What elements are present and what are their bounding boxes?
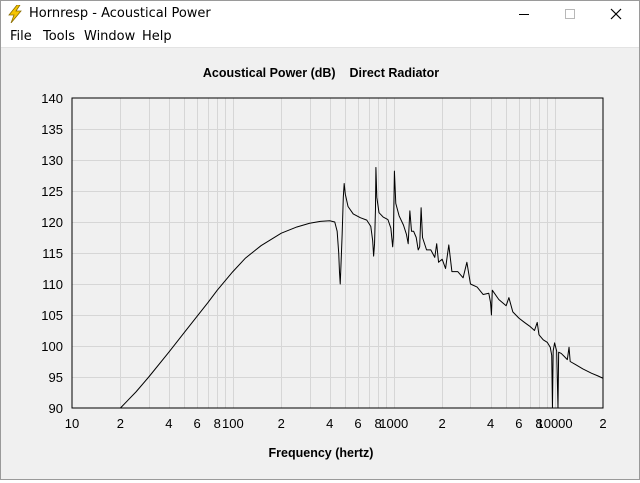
y-tick-label: 95 [49, 370, 63, 385]
x-tick-label: 2 [117, 416, 124, 431]
x-tick-label: 8 [375, 416, 382, 431]
y-axis: 140 135 130 125 120 115 110 105 100 95 90 [41, 91, 63, 416]
y-tick-label: 110 [42, 277, 63, 292]
x-tick-label: 4 [487, 416, 494, 431]
chart-title: Acoustical Power (dB) Direct Radiator [203, 66, 439, 80]
y-tick-label: 125 [41, 184, 63, 199]
maximize-button[interactable] [547, 1, 593, 27]
chart-grid [72, 98, 603, 408]
window-title: Hornresp - Acoustical Power [29, 6, 211, 21]
close-icon [610, 5, 622, 24]
x-tick-label: 8 [214, 416, 221, 431]
menu-file[interactable]: File [10, 29, 32, 44]
maximize-icon [564, 5, 576, 24]
y-tick-label: 120 [41, 215, 63, 230]
y-tick-label: 115 [42, 246, 63, 261]
menu-bar: File Tools Window Help [1, 27, 639, 48]
x-tick-label: 10000 [536, 416, 572, 431]
chart-area: Acoustical Power (dB) Direct Radiator 14… [1, 48, 639, 479]
y-tick-label: 135 [41, 122, 63, 137]
series-line [120, 166, 604, 409]
x-tick-label: 6 [194, 416, 201, 431]
x-tick-label: 1000 [379, 416, 408, 431]
minimize-button[interactable] [501, 1, 547, 27]
x-axis-label: Frequency (hertz) [269, 446, 374, 460]
y-tick-label: 100 [41, 339, 63, 354]
x-tick-label: 4 [326, 416, 333, 431]
x-tick-label: 8 [535, 416, 542, 431]
menu-help[interactable]: Help [142, 29, 172, 44]
menu-tools[interactable]: Tools [43, 29, 76, 44]
y-tick-label: 130 [41, 153, 63, 168]
x-tick-label: 2 [439, 416, 446, 431]
acoustical-power-chart: Acoustical Power (dB) Direct Radiator 14… [41, 66, 607, 460]
y-tick-label: 140 [41, 91, 63, 106]
title-bar[interactable]: Hornresp - Acoustical Power [1, 1, 639, 27]
minimize-icon [518, 5, 530, 24]
x-tick-label: 6 [354, 416, 361, 431]
x-tick-label: 2 [599, 416, 606, 431]
lightning-bolt-icon [7, 4, 23, 24]
x-tick-label: 100 [222, 416, 244, 431]
plot-frame [71, 97, 604, 409]
x-tick-label: 10 [65, 416, 79, 431]
menu-window[interactable]: Window [84, 29, 136, 44]
close-button[interactable] [593, 1, 639, 27]
x-tick-label: 6 [515, 416, 522, 431]
x-tick-label: 4 [165, 416, 172, 431]
y-tick-label: 105 [41, 308, 63, 323]
series-group [120, 166, 604, 409]
y-tick-label: 90 [49, 401, 63, 416]
x-tick-label: 2 [278, 416, 285, 431]
